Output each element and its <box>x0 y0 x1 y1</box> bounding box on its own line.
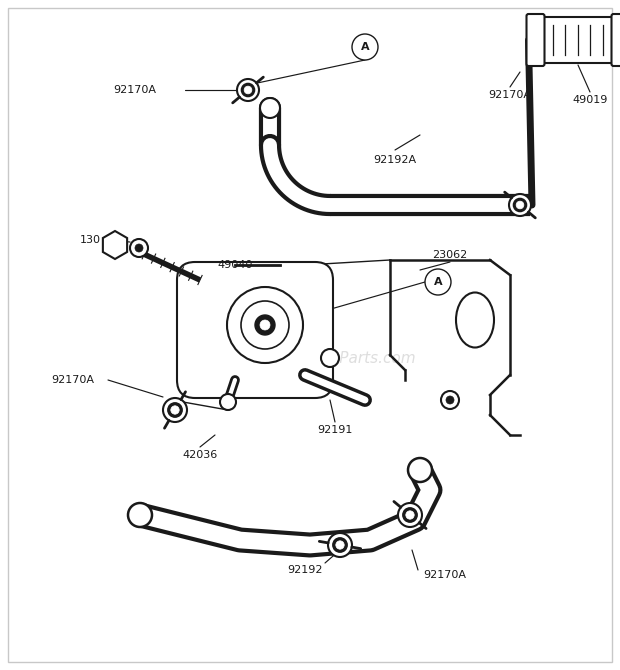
Circle shape <box>241 301 289 349</box>
Circle shape <box>163 398 187 422</box>
Text: 92192: 92192 <box>287 565 323 575</box>
Circle shape <box>260 98 280 118</box>
Text: 23062: 23062 <box>432 250 467 260</box>
Text: 92192A: 92192A <box>373 155 417 165</box>
Text: eReplacementParts.com: eReplacementParts.com <box>229 351 416 366</box>
Circle shape <box>328 533 352 557</box>
Circle shape <box>516 201 524 209</box>
Circle shape <box>403 508 417 522</box>
Text: 92170A: 92170A <box>423 570 466 580</box>
Text: A: A <box>361 42 370 52</box>
Text: A: A <box>433 277 442 287</box>
Circle shape <box>446 396 454 404</box>
Circle shape <box>333 538 347 552</box>
Text: 92191: 92191 <box>317 425 353 435</box>
Text: 42036: 42036 <box>182 450 218 460</box>
Text: 49019: 49019 <box>572 95 608 105</box>
Circle shape <box>244 86 252 94</box>
Text: 49040: 49040 <box>218 260 253 270</box>
Circle shape <box>425 269 451 295</box>
Circle shape <box>135 244 143 252</box>
Circle shape <box>408 458 432 482</box>
Text: 92170A: 92170A <box>51 375 94 385</box>
Circle shape <box>336 541 344 549</box>
Circle shape <box>241 83 255 96</box>
Circle shape <box>441 391 459 409</box>
Circle shape <box>509 194 531 216</box>
Circle shape <box>128 503 152 527</box>
FancyBboxPatch shape <box>526 14 544 66</box>
Circle shape <box>237 79 259 101</box>
Circle shape <box>352 34 378 60</box>
FancyBboxPatch shape <box>177 262 333 398</box>
Circle shape <box>220 394 236 410</box>
Ellipse shape <box>456 293 494 348</box>
Circle shape <box>170 406 179 414</box>
Circle shape <box>406 511 414 519</box>
Polygon shape <box>103 231 127 259</box>
Circle shape <box>227 287 303 363</box>
FancyBboxPatch shape <box>536 17 619 63</box>
Text: 130: 130 <box>79 235 100 245</box>
Text: 92170A: 92170A <box>113 85 156 95</box>
Circle shape <box>168 403 182 417</box>
Circle shape <box>321 349 339 367</box>
Circle shape <box>255 315 275 335</box>
FancyBboxPatch shape <box>611 14 620 66</box>
Text: 92170A: 92170A <box>489 90 531 100</box>
Circle shape <box>130 239 148 257</box>
Circle shape <box>513 198 526 212</box>
Circle shape <box>260 320 270 330</box>
Circle shape <box>398 503 422 527</box>
